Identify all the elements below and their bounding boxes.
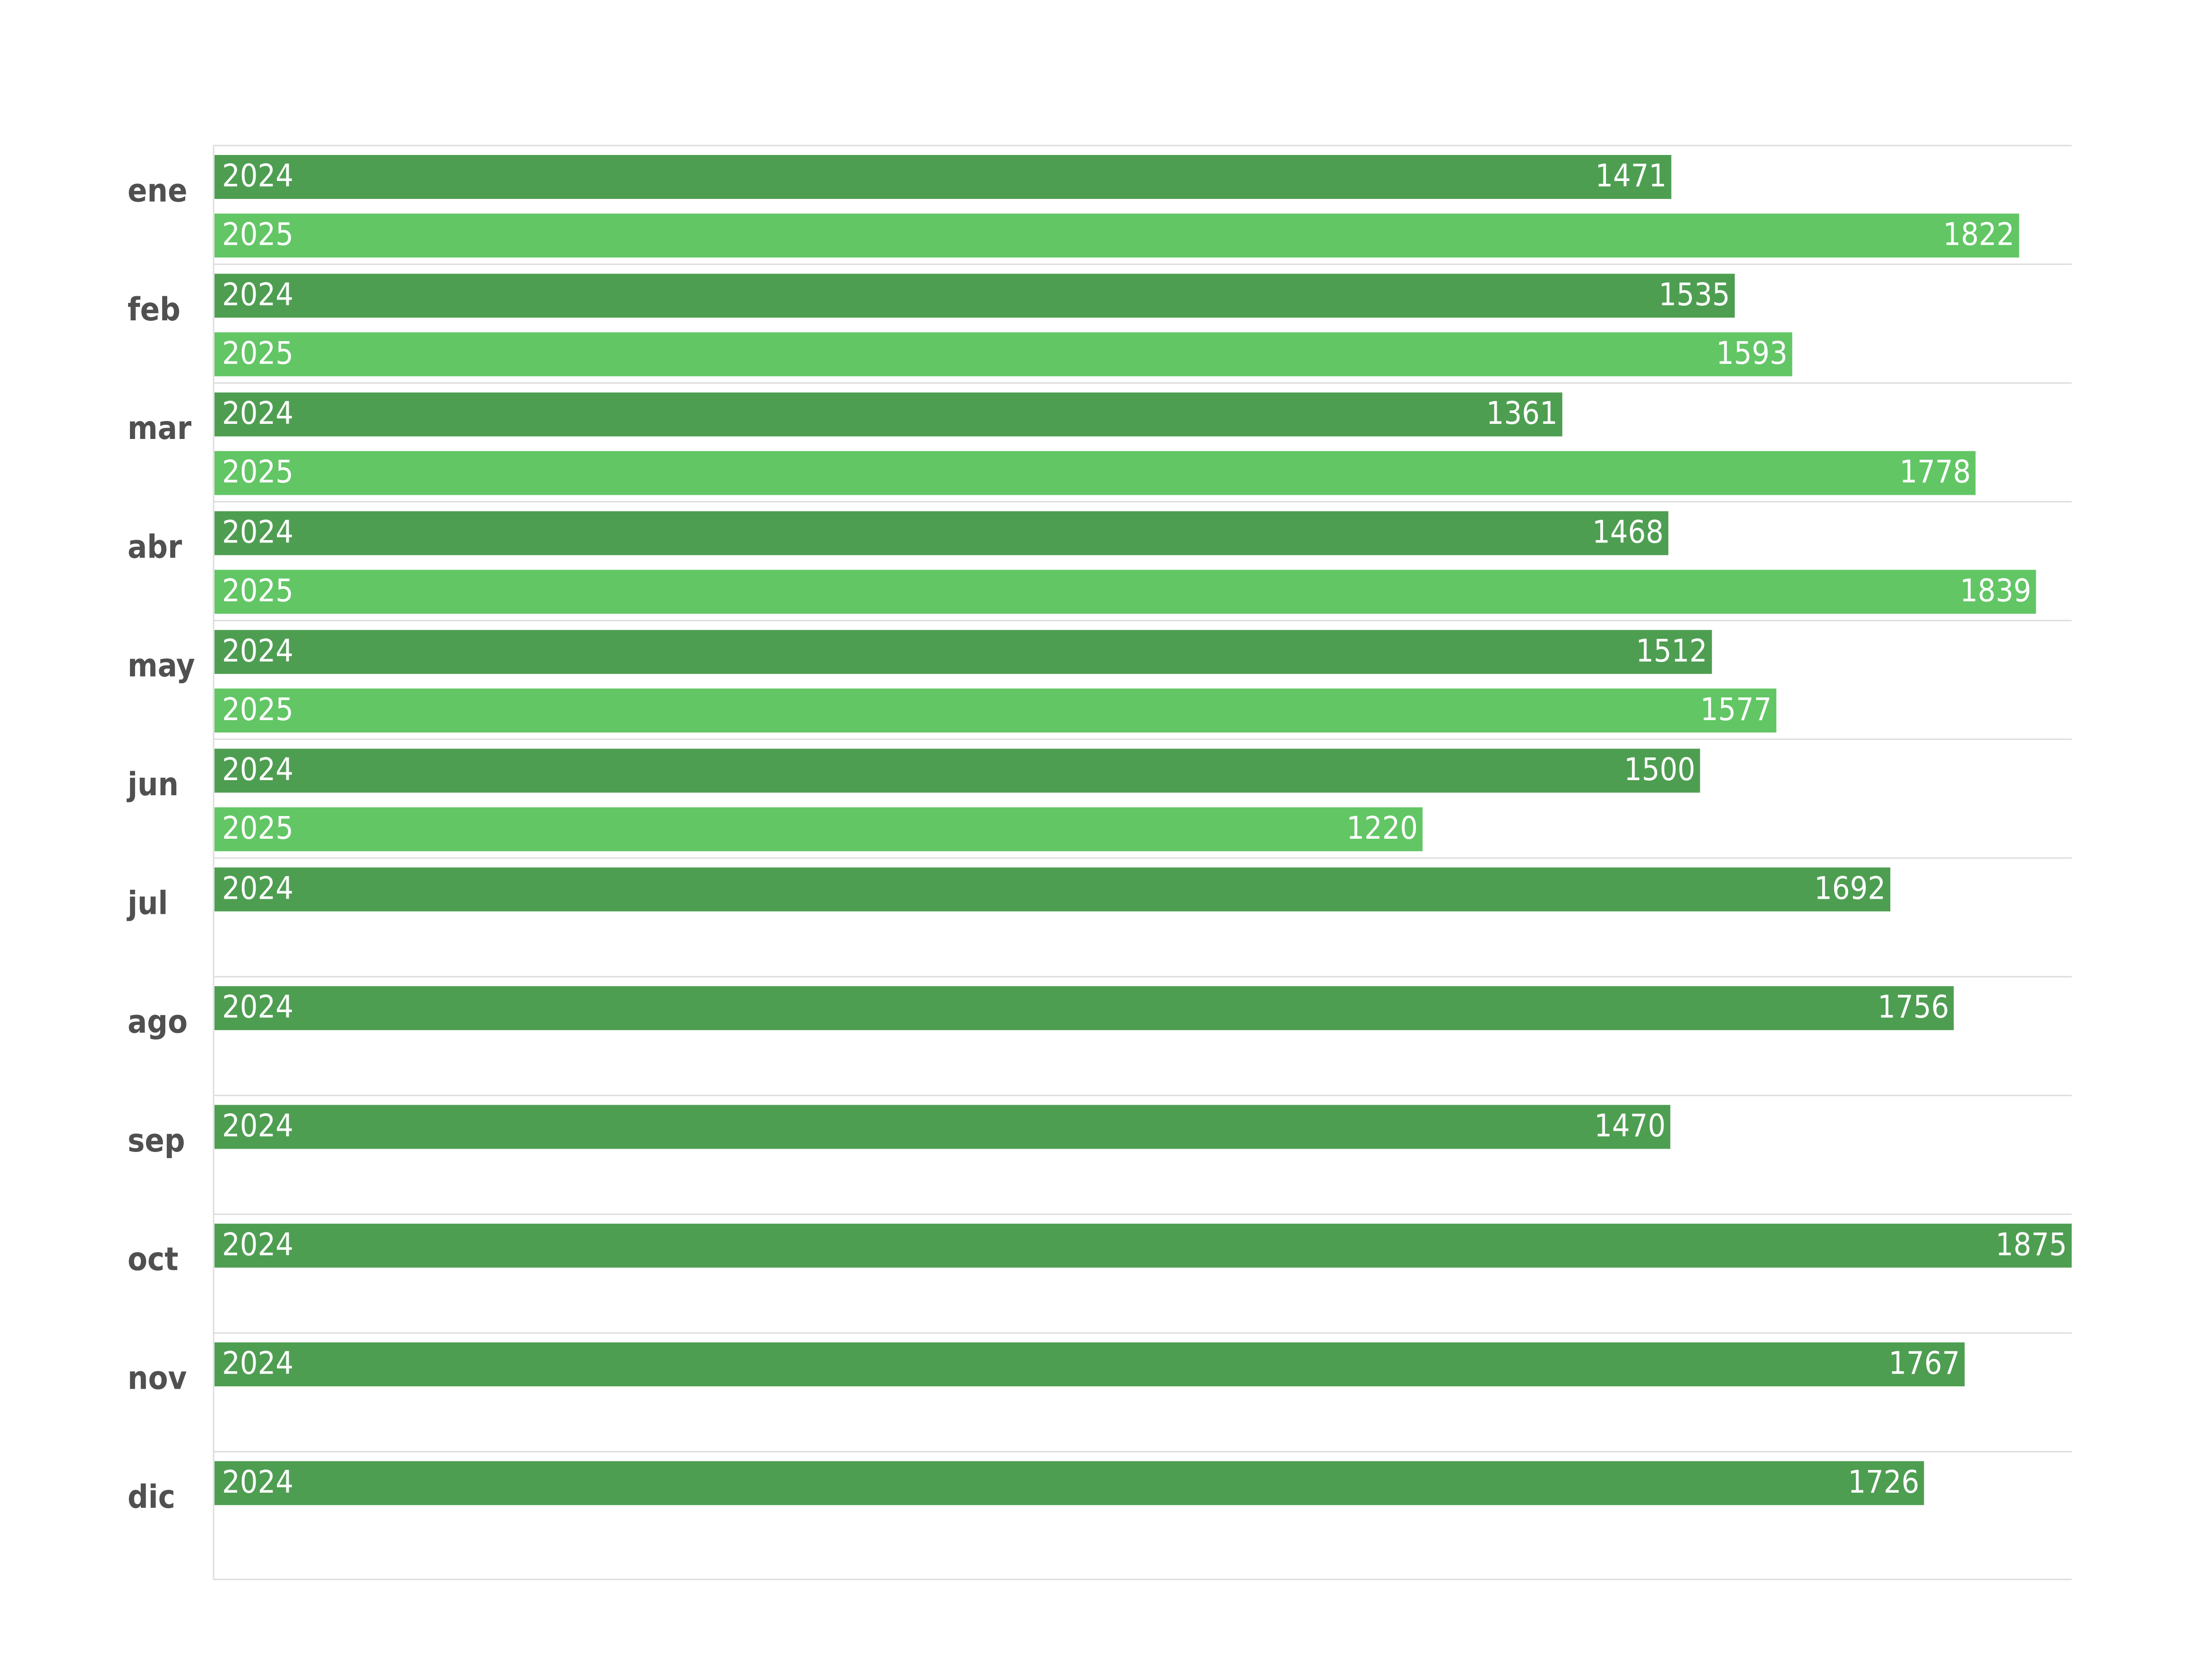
bar-value-label: 1839 — [1960, 572, 2031, 609]
bar — [214, 630, 1712, 674]
bar-series-label: 2024 — [222, 870, 293, 906]
category-label: jun — [127, 766, 179, 803]
bar — [214, 867, 1891, 911]
bar — [214, 688, 1776, 733]
bar-value-label: 1767 — [1888, 1345, 1960, 1382]
bar — [214, 1342, 1965, 1386]
bar-value-label: 1756 — [1878, 989, 1949, 1025]
bar-series-label: 2024 — [222, 1108, 293, 1144]
bar-value-label: 1512 — [1636, 633, 1707, 669]
bar — [214, 332, 1792, 377]
category-label: may — [128, 647, 195, 685]
bar-series-label: 2024 — [222, 1464, 293, 1500]
bar-series-label: 2024 — [222, 158, 293, 194]
category-label: sep — [128, 1122, 185, 1160]
category-label: ago — [128, 1004, 188, 1041]
bar — [214, 155, 1672, 199]
bar-series-label: 2025 — [222, 335, 293, 371]
bar — [214, 274, 1735, 318]
bar-series-label: 2024 — [222, 276, 293, 313]
bar-series-label: 2024 — [222, 1345, 293, 1382]
bar — [214, 511, 1669, 555]
bar-value-label: 1468 — [1592, 514, 1663, 550]
category-label: oct — [128, 1241, 179, 1278]
bar-value-label: 1822 — [1943, 216, 2015, 253]
bar — [214, 1223, 2072, 1268]
bar-value-label: 1500 — [1624, 751, 1695, 788]
bar-series-label: 2025 — [222, 216, 293, 253]
bar — [214, 569, 2036, 614]
bar — [214, 1105, 1671, 1149]
bar-value-label: 1577 — [1700, 691, 1772, 728]
bar-series-label: 2025 — [222, 691, 293, 728]
category-label: jul — [127, 885, 168, 922]
bar — [214, 807, 1423, 851]
bar-value-label: 1535 — [1659, 276, 1730, 313]
category-label: abr — [128, 528, 182, 566]
bar — [214, 1461, 1924, 1505]
bar-value-label: 1471 — [1595, 158, 1666, 194]
bar-series-label: 2024 — [222, 633, 293, 669]
bar-series-label: 2025 — [222, 810, 293, 846]
bar-series-label: 2024 — [222, 751, 293, 788]
category-label: mar — [128, 410, 192, 447]
bar-series-label: 2025 — [222, 454, 293, 490]
bar-series-label: 2024 — [222, 395, 293, 431]
bar — [214, 986, 1954, 1031]
bar-series-label: 2024 — [222, 1226, 293, 1263]
category-label: dic — [128, 1478, 175, 1516]
bar-series-label: 2024 — [222, 989, 293, 1025]
bar-value-label: 1361 — [1486, 395, 1558, 431]
bar-series-label: 2025 — [222, 572, 293, 609]
bar-value-label: 1593 — [1716, 335, 1787, 371]
bar-value-label: 1220 — [1346, 810, 1418, 846]
bar-series-label: 2024 — [222, 514, 293, 550]
category-label: ene — [128, 172, 188, 210]
category-label: nov — [128, 1360, 187, 1397]
bar — [214, 451, 1976, 495]
category-label: feb — [128, 291, 180, 328]
bar-value-label: 1692 — [1814, 870, 1886, 906]
bar-value-label: 1726 — [1848, 1464, 1919, 1500]
bar-value-label: 1778 — [1899, 454, 1971, 490]
bar — [214, 748, 1700, 793]
bar-value-label: 1875 — [1996, 1226, 2067, 1263]
bar — [214, 214, 2019, 258]
bar — [214, 392, 1562, 437]
bar-value-label: 1470 — [1594, 1108, 1665, 1144]
